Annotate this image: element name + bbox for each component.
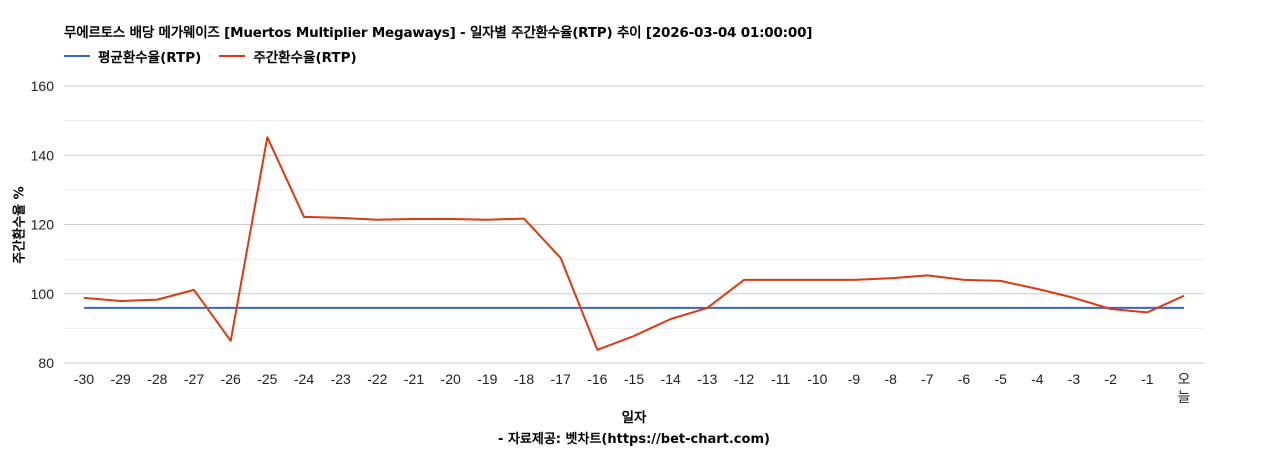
- x-tick-label: -18: [514, 371, 534, 387]
- x-tick-label: -30: [74, 371, 94, 387]
- x-tick-label: -2: [1104, 371, 1117, 387]
- x-axis-title: 일자: [621, 410, 647, 426]
- series-lines: [83, 136, 1185, 351]
- x-tick-label: -11: [771, 371, 790, 387]
- x-tick-label: 늘: [1178, 389, 1191, 405]
- x-tick-label: -7: [921, 371, 934, 387]
- x-tick-label: -8: [884, 371, 897, 387]
- x-tick-label: -13: [697, 371, 717, 387]
- x-tick-label: -25: [257, 371, 277, 387]
- x-tick-label: -24: [294, 371, 314, 387]
- x-tick-label: -19: [477, 371, 497, 387]
- x-tick-label: -23: [331, 371, 351, 387]
- y-axis-ticks: 80 100 120 140 160: [31, 78, 55, 371]
- y-tick-label: 120: [31, 217, 55, 233]
- x-tick-label: -4: [1031, 371, 1044, 387]
- x-tick-label: -6: [958, 371, 971, 387]
- x-tick-label: -26: [221, 371, 241, 387]
- legend-item-average[interactable]: 평균환수율(RTP): [64, 46, 201, 66]
- x-tick-label: -9: [848, 371, 861, 387]
- gridlines: [64, 85, 1204, 364]
- legend-swatch-weekly: [219, 55, 246, 57]
- x-tick-label: -27: [184, 371, 204, 387]
- x-axis-ticks: -30 -29 -28 -27 -26 -25 -24 -23 -22 -21 -20 -19 -18 -…: [74, 371, 1191, 405]
- y-tick-label: 140: [31, 147, 55, 163]
- x-tick-label: -22: [367, 371, 387, 387]
- x-tick-label: -5: [994, 371, 1007, 387]
- x-tick-label: -15: [624, 371, 644, 387]
- legend-item-weekly[interactable]: 주간환수율(RTP): [219, 46, 357, 66]
- legend-label-average: 평균환수율(RTP): [98, 50, 202, 66]
- legend: 평균환수율(RTP) 주간환수율(RTP): [64, 46, 375, 66]
- chart-title: 무에르토스 배당 메가웨이즈 [Muertos Multiplier Megaw…: [64, 25, 813, 41]
- x-tick-label: -14: [661, 371, 681, 387]
- y-tick-label: 160: [31, 78, 55, 94]
- y-tick-label: 100: [31, 286, 55, 302]
- source-credit: - 자료제공: 벳차트(https://bet-chart.com): [498, 432, 770, 447]
- x-tick-label: -1: [1141, 371, 1154, 387]
- x-tick-label: -10: [807, 371, 827, 387]
- x-tick-label: 오: [1178, 371, 1191, 387]
- x-tick-label: -17: [551, 371, 571, 387]
- weekly-rtp-line[interactable]: [83, 136, 1185, 351]
- y-tick-label: 80: [38, 355, 54, 371]
- x-tick-label: -28: [147, 371, 167, 387]
- x-tick-label: -12: [734, 371, 754, 387]
- x-tick-label: -16: [587, 371, 607, 387]
- x-tick-label: -29: [111, 371, 131, 387]
- x-tick-label: -20: [441, 371, 461, 387]
- x-tick-label: -21: [404, 371, 424, 387]
- legend-label-weekly: 주간환수율(RTP): [253, 50, 357, 66]
- x-tick-label: -3: [1068, 371, 1081, 387]
- legend-swatch-average: [64, 55, 90, 57]
